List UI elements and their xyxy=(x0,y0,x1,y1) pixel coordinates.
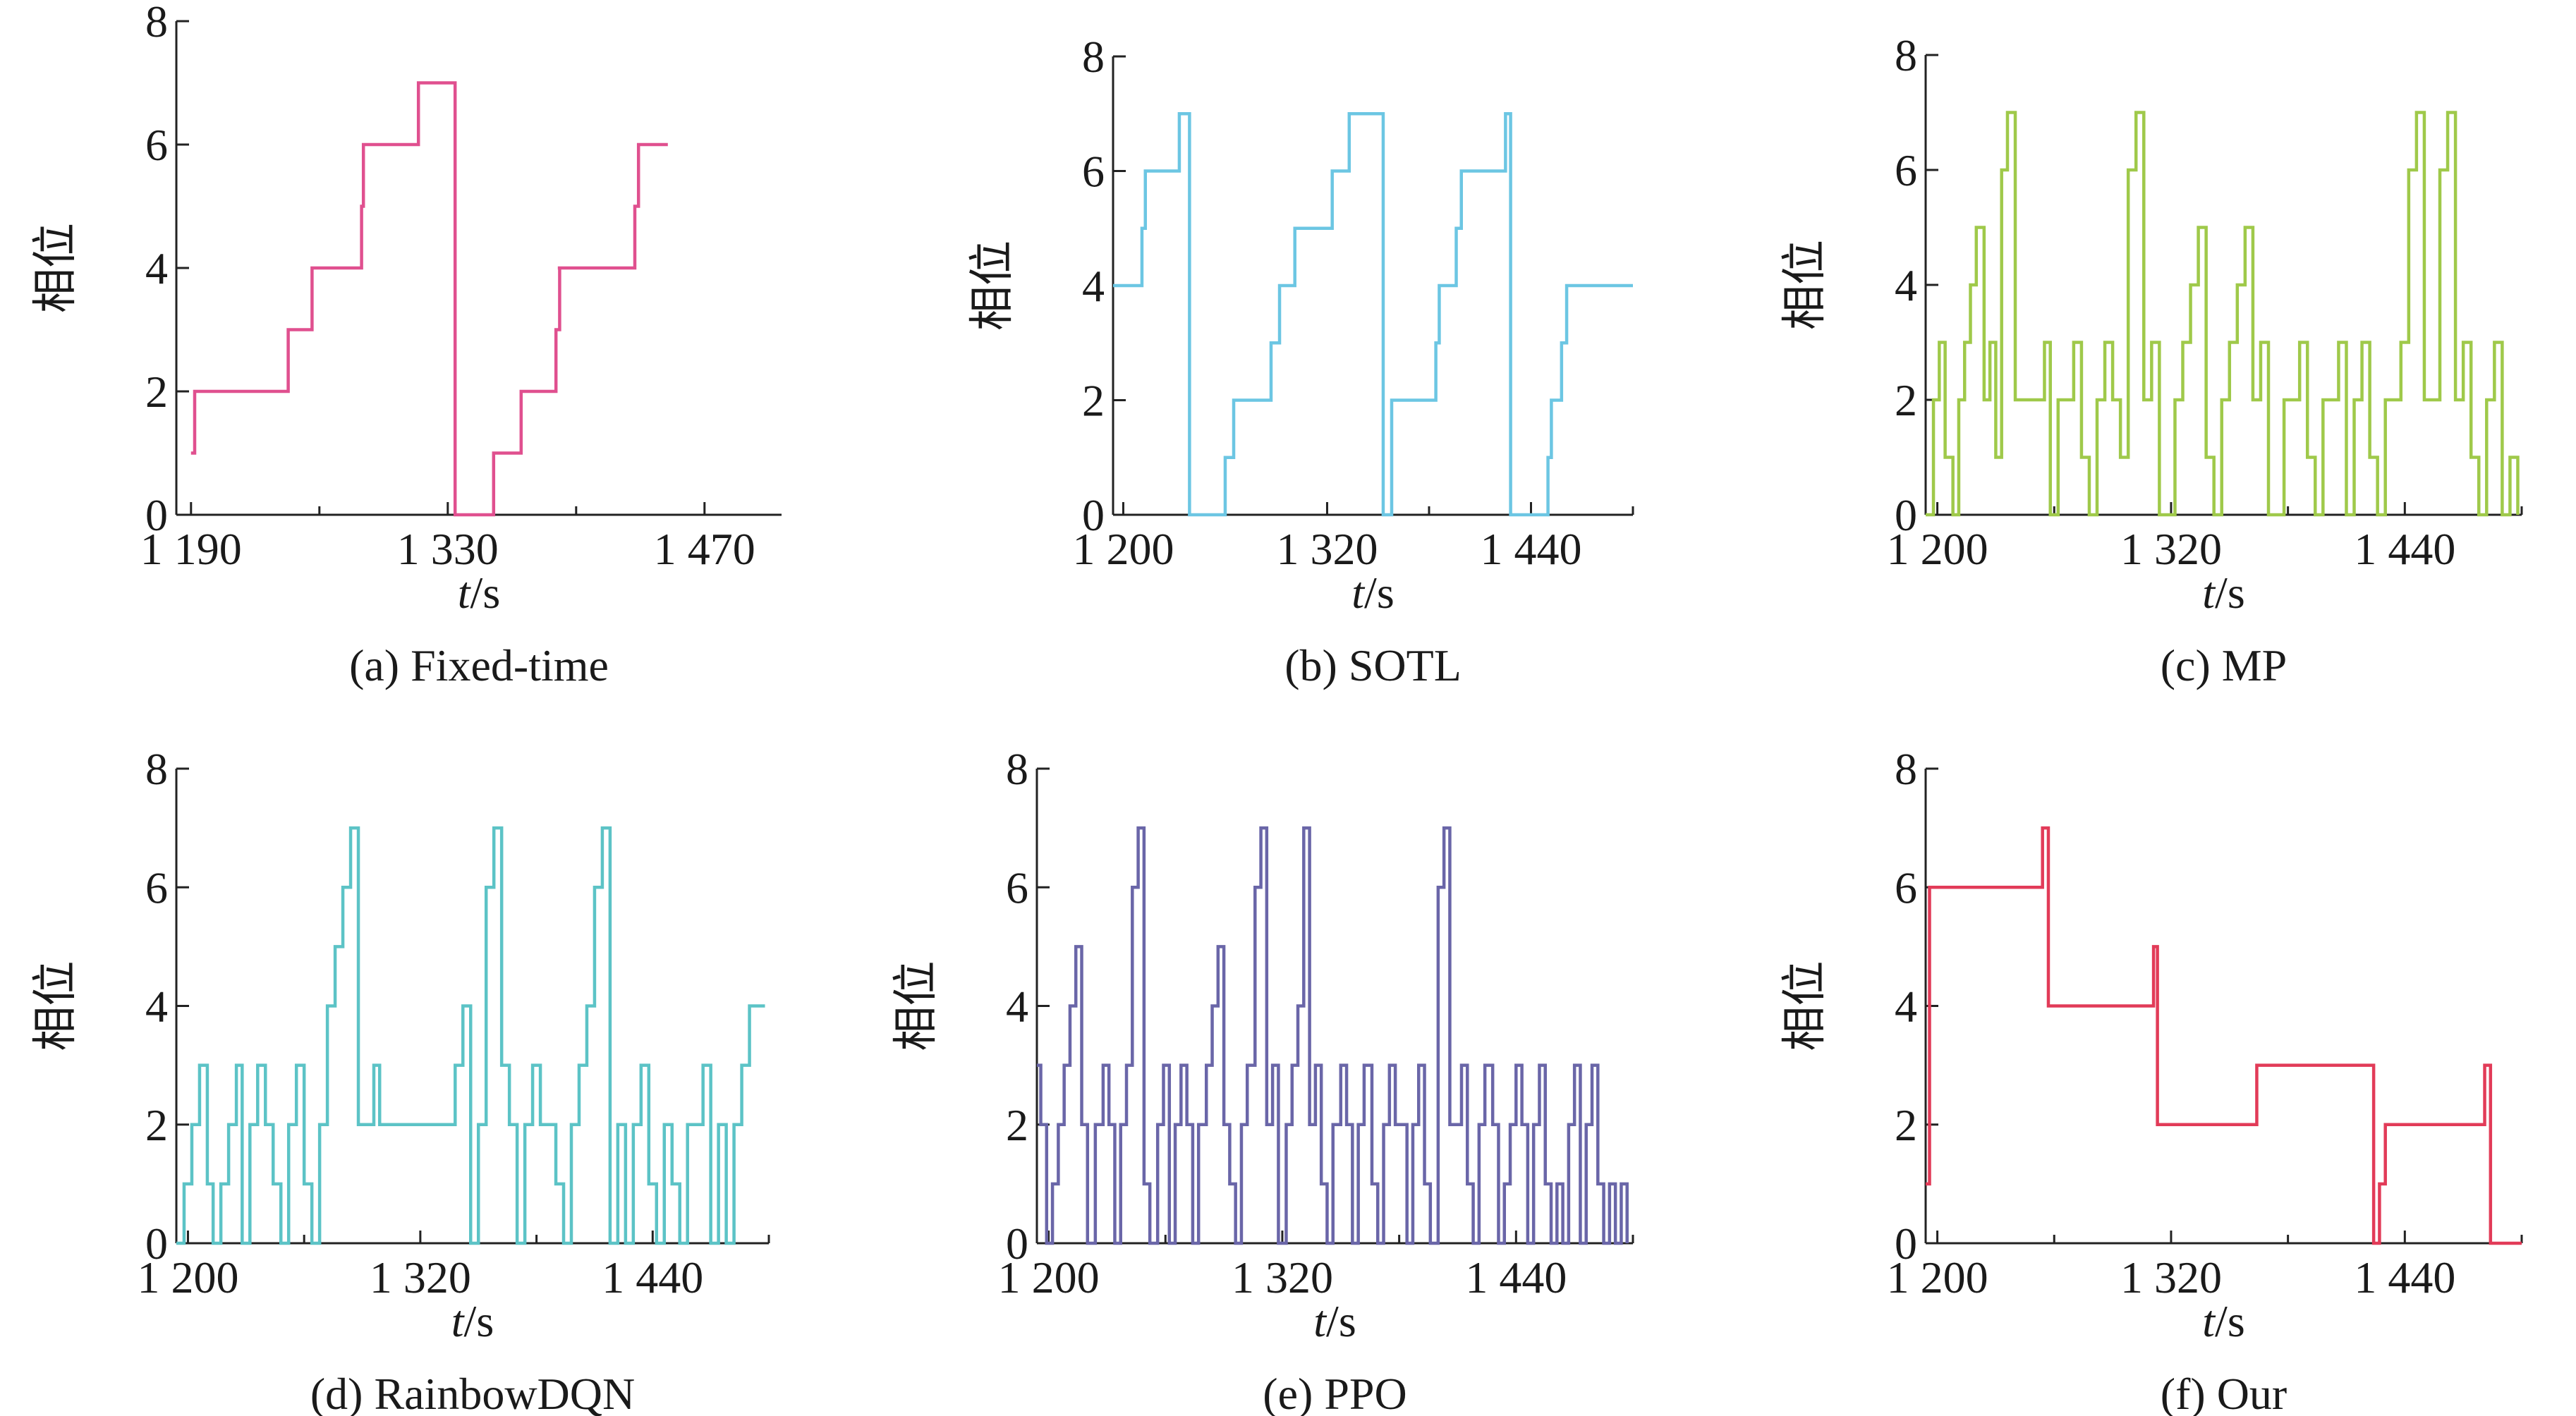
y-tick-label: 6 xyxy=(145,120,168,170)
series-line-c-0 xyxy=(1926,111,2520,517)
x-axis-label: t/s xyxy=(2202,1296,2244,1346)
y-tick-label: 4 xyxy=(145,982,168,1032)
x-tick-label: 1 200 xyxy=(998,1252,1100,1302)
x-tick-label: 1 470 xyxy=(654,524,755,574)
x-axis-label: t/s xyxy=(2202,568,2244,618)
series-line-b-0 xyxy=(1113,112,1633,517)
x-axis-label-unit: /s xyxy=(2215,1296,2245,1346)
x-axis-label-unit: /s xyxy=(470,568,501,618)
x-tick-label: 1 440 xyxy=(2354,524,2455,574)
y-tick-label: 8 xyxy=(1006,744,1028,794)
x-axis-label-symbol: t xyxy=(458,568,472,618)
x-tick-label: 1 330 xyxy=(397,524,499,574)
y-tick-label: 8 xyxy=(1895,30,1917,80)
x-tick-label: 1 440 xyxy=(602,1252,703,1302)
y-axis-label: 相位 xyxy=(30,223,82,313)
y-tick-label: 4 xyxy=(1006,982,1028,1032)
chart-panel-b: 0 2 4 6 8 1 200 1 320 1 440 t/s 相位 (b) SOTL xyxy=(966,32,1634,690)
panel-caption: (e) PPO xyxy=(1263,1369,1407,1416)
x-tick-label: 1 200 xyxy=(1887,524,1988,574)
y-tick-label: 2 xyxy=(1006,1100,1028,1150)
y-tick-label: 0 xyxy=(1006,1219,1028,1269)
x-tick-label: 1 200 xyxy=(1072,524,1174,574)
x-tick-label: 1 190 xyxy=(140,524,242,574)
x-axis-label: t/s xyxy=(458,568,500,618)
x-tick-label: 1 320 xyxy=(370,1252,471,1302)
x-tick-label: 1 440 xyxy=(1465,1252,1567,1302)
x-axis-label: t/s xyxy=(451,1296,494,1346)
x-axis-label: t/s xyxy=(1313,1296,1356,1346)
x-tick-label: 1 320 xyxy=(2120,524,2222,574)
chart-panel-e: 0 2 4 6 8 1 200 1 320 1 440 t/s 相位 (e) PPO xyxy=(890,744,1634,1416)
x-tick-label: 1 200 xyxy=(137,1252,238,1302)
x-axis-label-unit: /s xyxy=(2215,568,2245,618)
y-axis-label: 相位 xyxy=(30,961,82,1051)
y-tick-label: 2 xyxy=(145,1100,168,1150)
y-tick-label: 8 xyxy=(1082,32,1105,82)
panel-caption: (d) RainbowDQN xyxy=(310,1369,635,1416)
y-axis-label: 相位 xyxy=(1779,240,1831,330)
panel-caption: (a) Fixed-time xyxy=(349,640,609,690)
y-tick-label: 0 xyxy=(1895,490,1917,540)
y-tick-label: 6 xyxy=(1895,862,1917,913)
y-tick-label: 2 xyxy=(1895,375,1917,425)
x-axis-label-symbol: t xyxy=(2202,568,2216,618)
x-tick-label: 1 320 xyxy=(2120,1252,2222,1302)
y-tick-label: 2 xyxy=(1895,1100,1917,1150)
y-tick-label: 0 xyxy=(1082,490,1105,540)
y-tick-label: 8 xyxy=(145,744,168,794)
y-tick-label: 6 xyxy=(1895,145,1917,195)
y-tick-label: 4 xyxy=(1895,260,1917,310)
series-line-e-0 xyxy=(1037,826,1629,1245)
x-axis-label-symbol: t xyxy=(1313,1296,1328,1346)
chart-panel-d: 0 2 4 6 8 1 200 1 320 1 440 t/s 相位 (d) RainbowDQN xyxy=(30,744,770,1416)
panel-caption: (c) MP xyxy=(2161,640,2288,690)
x-axis-label-unit: /s xyxy=(1326,1296,1356,1346)
y-tick-label: 4 xyxy=(1082,261,1105,311)
y-tick-label: 4 xyxy=(145,243,168,293)
y-tick-label: 6 xyxy=(145,862,168,913)
x-tick-label: 1 200 xyxy=(1887,1252,1988,1302)
panel-caption: (b) SOTL xyxy=(1284,640,1462,690)
y-tick-label: 8 xyxy=(145,0,168,47)
x-tick-label: 1 320 xyxy=(1276,524,1378,574)
y-tick-label: 6 xyxy=(1006,862,1028,913)
series-line-d-0 xyxy=(176,826,765,1245)
chart-panel-a: 0 2 4 6 8 1 190 1 330 1 470 t/s 相位 (a) Fixed-time xyxy=(30,0,782,690)
x-tick-label: 1 440 xyxy=(1480,524,1581,574)
y-tick-label: 4 xyxy=(1895,982,1917,1032)
chart-panel-f: 0 2 4 6 8 1 200 1 320 1 440 t/s 相位 (f) Our xyxy=(1779,744,2523,1416)
y-axis-label: 相位 xyxy=(1779,961,1831,1051)
y-tick-label: 2 xyxy=(1082,376,1105,426)
x-axis-label-unit: /s xyxy=(1364,568,1395,618)
y-tick-label: 0 xyxy=(145,1219,168,1269)
series-line-f-0 xyxy=(1926,826,2522,1245)
x-axis-label-unit: /s xyxy=(464,1296,494,1346)
x-tick-label: 1 320 xyxy=(1232,1252,1333,1302)
chart-panel-c: 0 2 4 6 8 1 200 1 320 1 440 t/s 相位 (c) MP xyxy=(1779,30,2523,690)
panel-caption: (f) Our xyxy=(2161,1369,2287,1416)
y-tick-label: 0 xyxy=(1895,1219,1917,1269)
x-tick-label: 1 440 xyxy=(2354,1252,2455,1302)
y-tick-label: 6 xyxy=(1082,147,1105,197)
y-tick-label: 2 xyxy=(145,367,168,417)
x-axis-label-symbol: t xyxy=(1351,568,1366,618)
x-axis-label-symbol: t xyxy=(451,1296,466,1346)
y-tick-label: 0 xyxy=(145,490,168,540)
series-line-a-0 xyxy=(190,81,668,517)
y-tick-label: 8 xyxy=(1895,744,1917,794)
x-axis-label: t/s xyxy=(1351,568,1394,618)
y-axis-label: 相位 xyxy=(890,961,942,1051)
x-axis-label-symbol: t xyxy=(2202,1296,2216,1346)
y-axis-label: 相位 xyxy=(966,240,1019,331)
